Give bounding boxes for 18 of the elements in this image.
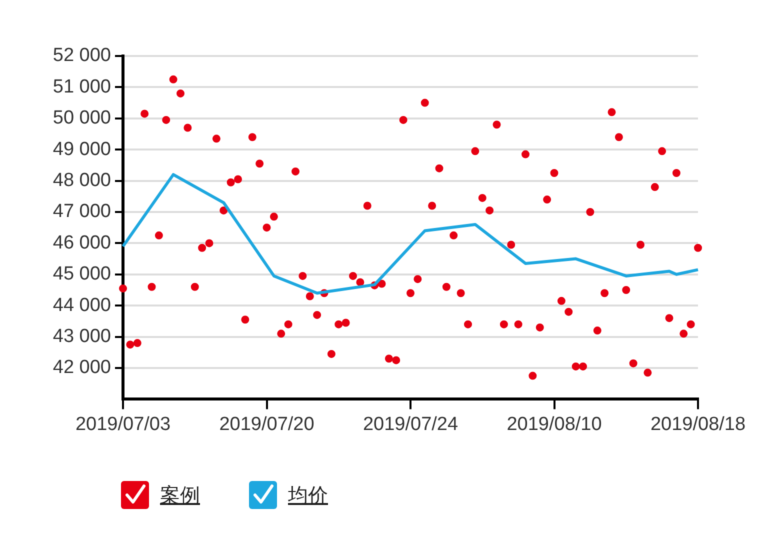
y-tick-label: 42 000 [52,357,111,378]
y-tick-label: 47 000 [52,201,111,222]
y-tick-label: 51 000 [52,76,111,98]
x-tick-label: 2019/08/18 [650,414,746,435]
y-tick-label: 46 000 [52,232,111,254]
x-tick-label: 2019/07/03 [75,414,171,435]
legend-label: 均价 [288,484,328,508]
x-tick-label: 2019/07/20 [219,414,314,435]
x-tick-label: 2019/08/10 [506,414,602,435]
x-tick-label: 2019/07/24 [362,414,458,435]
y-tick-label: 48 000 [52,170,111,192]
y-tick-label: 49 000 [52,138,111,160]
y-tick-label: 45 000 [52,264,111,285]
legend-label: 案例 [160,484,200,508]
y-tick-label: 52 000 [52,45,111,66]
y-tick-label: 43 000 [52,326,111,348]
y-tick-label: 44 000 [52,294,111,316]
y-tick-label: 50 000 [52,108,111,129]
